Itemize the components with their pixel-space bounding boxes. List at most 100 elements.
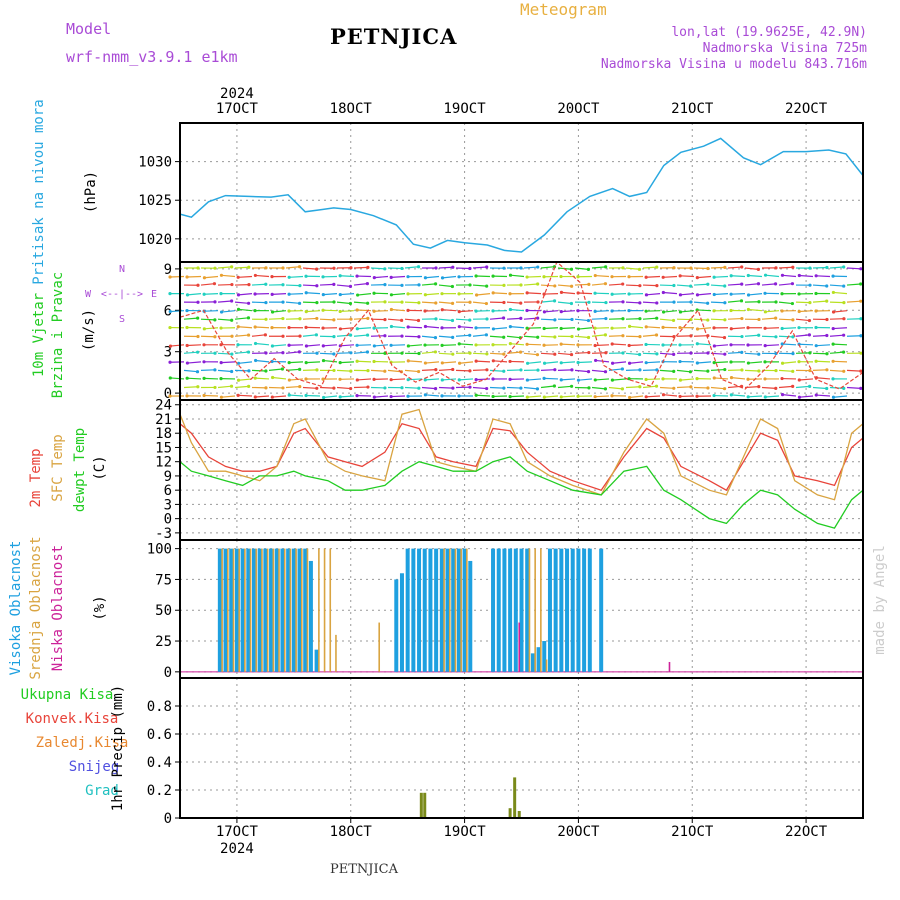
wind-arrow-head — [332, 282, 336, 286]
wind-arrow — [527, 395, 542, 398]
cloud-bar — [278, 548, 280, 672]
wind-arrow-head — [219, 273, 224, 277]
wind-arrow — [489, 335, 504, 338]
wind-arrow-head — [468, 318, 472, 322]
wind-arrow — [782, 343, 797, 346]
wind-arrow-head — [202, 393, 206, 398]
wind-arrow-head — [757, 369, 761, 373]
wind-arrow-head — [485, 265, 489, 269]
wind-arrow — [812, 284, 827, 287]
wind-arrow — [744, 352, 759, 355]
wind-arrow-head — [468, 385, 472, 389]
wind-arrow-head — [729, 308, 733, 313]
wind-arrow-head — [236, 293, 241, 297]
wind-arrow — [778, 369, 793, 372]
wind-arrow-head — [729, 360, 733, 364]
wind-arrow-head — [287, 275, 291, 279]
wind-arrow — [833, 395, 848, 398]
wind-arrow-head — [859, 351, 863, 355]
wind-arrow-head — [559, 310, 563, 314]
cloud-bar — [668, 661, 671, 672]
wind-arrow — [646, 293, 661, 296]
wind-arrow-head — [576, 275, 580, 279]
wind-arrow-head — [672, 266, 676, 270]
wind-arrow-head — [553, 368, 557, 372]
wind-arrow — [204, 327, 219, 330]
wind-arrow-head — [219, 395, 224, 399]
wind-arrow-head — [491, 394, 495, 399]
wind-arrow-head — [366, 385, 370, 389]
wind-arrow-head — [270, 326, 274, 330]
wind-arrow-head — [383, 334, 387, 338]
wind-arrow-head — [298, 284, 302, 288]
wind-arrow-head — [417, 386, 421, 390]
wind-arrow-head — [712, 393, 716, 398]
cloud-bar — [576, 548, 581, 672]
wind-arrow — [442, 378, 457, 381]
wind-arrow — [221, 274, 236, 278]
wind-arrow-head — [247, 265, 251, 269]
cloud-bar — [547, 548, 552, 672]
wind-arrow — [833, 310, 848, 313]
wind-arrow — [391, 275, 406, 278]
wind-arrow-head — [417, 351, 421, 356]
wind-arrow-head — [729, 292, 733, 296]
wind-arrow-head — [434, 266, 438, 270]
wind-arrow-head — [423, 343, 427, 347]
wind-arrow — [476, 360, 491, 363]
wind-arrow-head — [808, 368, 812, 373]
wind-arrow — [438, 368, 453, 371]
wind-arrow-head — [756, 267, 761, 272]
wind-arrow — [306, 292, 321, 295]
wind-arrow-head — [196, 316, 200, 320]
wind-arrow-head — [213, 300, 217, 304]
wind-speed-line — [179, 260, 864, 390]
wind-arrow-head — [535, 387, 540, 391]
wind-arrow-head — [372, 359, 376, 364]
wind-arrow — [183, 351, 198, 354]
wind-arrow-head — [366, 301, 370, 305]
wind-arrow-head — [831, 359, 835, 363]
wind-arrow — [268, 368, 283, 371]
wind-arrow — [353, 334, 368, 337]
wind-arrow-head — [621, 282, 625, 286]
wind-arrow — [782, 327, 797, 330]
wind-arrow — [302, 369, 317, 371]
wind-arrow-head — [746, 377, 750, 381]
wind-arrow — [642, 352, 657, 355]
wind-arrow-head — [593, 309, 597, 313]
page-title: PETNJICA — [330, 24, 458, 49]
cloud-bar — [439, 548, 444, 672]
wind-arrow — [238, 361, 253, 364]
wind-arrow-head — [434, 317, 438, 321]
wind-arrow-head — [196, 283, 200, 287]
wind-arrow — [238, 275, 253, 278]
wind-arrow — [306, 361, 321, 364]
wind-arrow — [799, 378, 814, 381]
wind-arrow-head — [321, 293, 325, 297]
wind-arrow — [285, 284, 300, 287]
wind-arrow-head — [729, 343, 733, 347]
wind-arrow-head — [814, 309, 818, 313]
wind-arrow-head — [508, 292, 512, 296]
wind-arrow-head — [763, 344, 767, 348]
wind-arrow — [217, 266, 232, 269]
cloud-bar — [297, 548, 302, 672]
wind-arrow-head — [332, 318, 336, 322]
wind-arrow-head — [808, 351, 812, 355]
wind-arrow-head — [519, 316, 523, 320]
precip-legend-label: Konvek.Kisa — [26, 711, 119, 727]
wind-arrow-head — [423, 276, 428, 280]
wind-arrow-head — [287, 343, 291, 347]
wind-arrow — [425, 325, 440, 329]
wind-arrow-head — [484, 301, 488, 306]
wind-arrow — [404, 386, 419, 389]
wind-arrow-head — [519, 301, 523, 305]
wind-arrow — [527, 378, 542, 381]
wind-arrow — [748, 293, 763, 296]
wind-arrow-head — [831, 326, 835, 331]
wind-arrow-head — [587, 300, 591, 304]
wind-arrow-head — [491, 377, 495, 381]
wind-arrow — [336, 284, 351, 287]
wind-arrow-head — [620, 367, 624, 371]
